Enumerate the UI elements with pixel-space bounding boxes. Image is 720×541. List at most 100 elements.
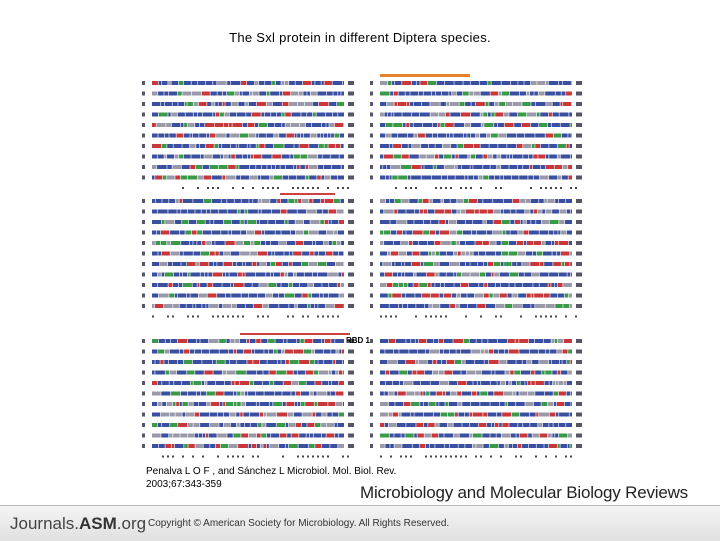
sequence-segment	[319, 252, 325, 256]
conservation-mark	[465, 456, 467, 458]
sequence-segment	[273, 294, 278, 298]
sequence-segment	[569, 294, 572, 298]
sequence-segment	[494, 210, 500, 214]
sequence-segment	[484, 123, 493, 127]
sequence-segment	[394, 392, 397, 396]
sequence-segment	[308, 294, 311, 298]
sequence-segment	[161, 392, 170, 396]
sequence-segment	[175, 444, 184, 448]
sequence-segment	[287, 210, 297, 214]
sequence-segment	[472, 231, 476, 235]
sequence-segment	[338, 444, 344, 448]
sequence-segment	[262, 165, 267, 169]
sequence-segment	[249, 199, 252, 203]
sequence-segment	[475, 294, 484, 298]
sequence-segment	[493, 231, 502, 235]
sequence-segment	[162, 381, 169, 385]
sequence-segment	[498, 339, 507, 343]
conservation-mark	[535, 456, 537, 458]
sequence-segment	[259, 402, 269, 406]
sequence-segment	[564, 294, 568, 298]
sequence-segment	[531, 381, 535, 385]
sequence-segment	[305, 402, 314, 406]
sequence-segment	[422, 294, 430, 298]
sequence-segment	[188, 273, 190, 277]
sequence-segment	[225, 113, 229, 117]
sequence-segment	[433, 199, 441, 203]
sequence-segment	[285, 273, 288, 277]
sequence-segment	[557, 350, 562, 354]
sequence-segment	[527, 113, 536, 117]
position-number-mark	[576, 123, 582, 127]
sequence-segment	[206, 392, 214, 396]
sequence-segment	[439, 423, 447, 427]
conservation-mark	[267, 316, 269, 318]
sequence-segment	[164, 92, 168, 96]
sequence-segment	[329, 381, 331, 385]
conservation-mark	[415, 316, 417, 318]
conservation-mark	[425, 316, 427, 318]
sequence-segment	[496, 241, 500, 245]
sequence-segment	[411, 413, 414, 417]
sequence-segment	[451, 144, 457, 148]
sequence-segment	[178, 102, 184, 106]
sequence-segment	[380, 231, 383, 235]
sequence-segment	[555, 304, 562, 308]
sequence-segment	[214, 144, 218, 148]
row-number-mark	[370, 273, 373, 277]
sequence-segment	[420, 392, 422, 396]
row-number-mark	[142, 81, 145, 85]
sequence-segment	[167, 144, 173, 148]
sequence-segment	[240, 252, 250, 256]
sequence-segment	[227, 81, 230, 85]
sequence-segment	[470, 423, 478, 427]
sequence-segment	[290, 252, 293, 256]
conservation-mark	[187, 316, 189, 318]
sequence-segment	[548, 283, 550, 287]
highlight-bar-orange	[380, 74, 470, 77]
sequence-segment	[184, 123, 187, 127]
sequence-segment	[432, 434, 439, 438]
sequence-segment	[162, 220, 165, 224]
sequence-segment	[380, 81, 387, 85]
sequence-segment	[259, 134, 266, 138]
sequence-segment	[380, 444, 385, 448]
sequence-segment	[205, 273, 208, 277]
sequence-segment	[182, 220, 188, 224]
sequence-segment	[230, 360, 237, 364]
sequence-segment	[454, 123, 464, 127]
sequence-segment	[172, 444, 174, 448]
sequence-segment	[380, 113, 384, 117]
sequence-segment	[399, 371, 407, 375]
sequence-segment	[421, 165, 423, 169]
sequence-segment	[309, 444, 315, 448]
sequence-segment	[158, 273, 161, 277]
sequence-segment	[548, 123, 551, 127]
sequence-segment	[321, 81, 323, 85]
journals-asm-logo[interactable]: Journals.ASM.org	[10, 514, 146, 534]
sequence-segment	[270, 381, 274, 385]
sequence-segment	[561, 371, 567, 375]
sequence-segment	[231, 252, 240, 256]
sequence-segment	[398, 273, 401, 277]
row-number-mark	[142, 92, 145, 96]
row-number-mark	[142, 381, 145, 385]
sequence-segment	[531, 220, 535, 224]
sequence-segment	[436, 392, 442, 396]
sequence-segment	[226, 339, 229, 343]
sequence-segment	[238, 102, 244, 106]
sequence-segment	[530, 423, 537, 427]
sequence-segment	[539, 123, 547, 127]
sequence-segment	[513, 304, 522, 308]
sequence-segment	[343, 81, 344, 85]
sequence-segment	[197, 339, 200, 343]
sequence-segment	[290, 155, 293, 159]
sequence-segment	[324, 165, 331, 169]
sequence-segment	[410, 92, 418, 96]
sequence-segment	[152, 371, 155, 375]
sequence-segment	[401, 241, 408, 245]
sequence-segment	[318, 360, 323, 364]
sequence-segment	[568, 350, 572, 354]
sequence-segment	[213, 113, 215, 117]
sequence-segment	[183, 283, 192, 287]
